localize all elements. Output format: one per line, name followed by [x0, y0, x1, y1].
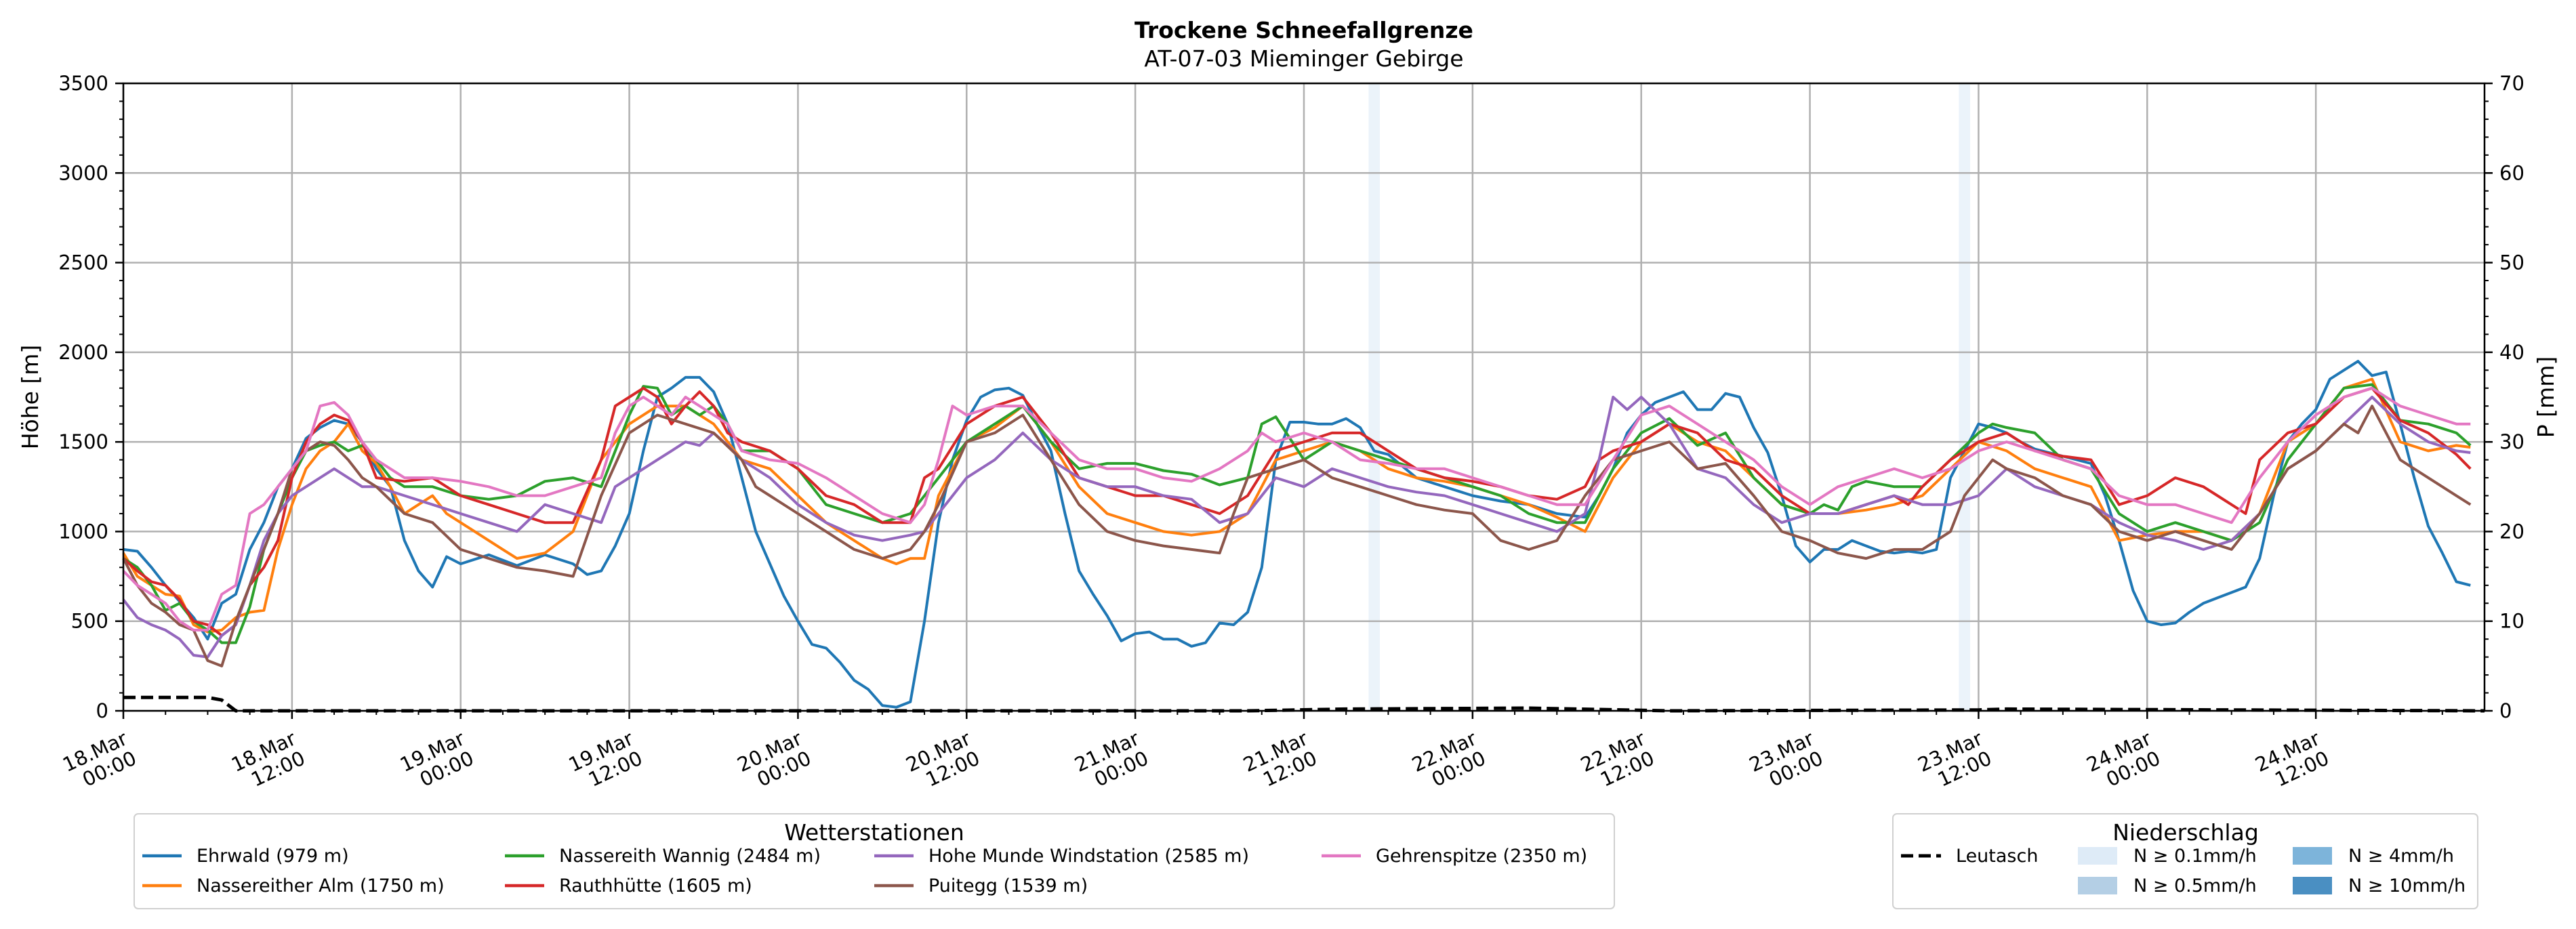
series-line-3 [122, 386, 2472, 637]
series-line-6 [122, 386, 2471, 632]
y-axis-right: 0 10 20 30 40 50 60 70 [2485, 72, 2524, 722]
y-tick-label: 500 [71, 610, 108, 633]
legend-item-precip: Leutasch [1901, 846, 2038, 867]
precipitation-legend: Niederschlag Leutasch N ≥ 0.1mm/h N ≥ 0.5m… [1892, 813, 2478, 909]
chart-subtitle: AT-07-03 Mieminger Gebirge [1144, 45, 1463, 72]
svg-text:N ≥ 10mm/h: N ≥ 10mm/h [2348, 875, 2466, 896]
series-line-1 [122, 377, 2471, 634]
y2-tick-label: 40 [2499, 341, 2524, 364]
y-tick-label: 3000 [58, 161, 108, 184]
y2-axis-label: P [mm] [2533, 356, 2559, 438]
y-tick-label: 0 [96, 699, 108, 722]
legend-precip-class-3: N ≥ 10mm/h [2293, 875, 2466, 896]
y-axis-left: 0 500 1000 1500 2000 2500 3000 3500 [58, 72, 123, 722]
legend-item-3: Rauthhütte (1605 m) [505, 875, 752, 896]
y-tick-label: 1500 [58, 430, 108, 453]
legend-precip-class-1: N ≥ 0.5mm/h [2078, 875, 2257, 896]
precip-series-line [123, 695, 2485, 713]
series-line-0 [123, 360, 2471, 709]
y2-tick-label: 30 [2499, 430, 2524, 453]
legend-precip-class-0: N ≥ 0.1mm/h [2078, 846, 2257, 867]
svg-text:Rauthhütte (1605 m): Rauthhütte (1605 m) [559, 875, 752, 896]
svg-text:Hohe Munde Windstation (2585 m: Hohe Munde Windstation (2585 m) [928, 846, 1249, 867]
stations-legend-title: Wetterstationen [784, 819, 964, 846]
svg-text:N ≥ 0.5mm/h: N ≥ 0.5mm/h [2133, 875, 2257, 896]
y2-tick-label: 50 [2499, 251, 2524, 274]
legend-item-5: Puitegg (1539 m) [874, 875, 1088, 896]
y-axis-label: Höhe [m] [17, 345, 43, 450]
y2-tick-label: 10 [2499, 610, 2524, 633]
precipitation-legend-title: Niederschlag [2112, 819, 2259, 846]
legend-item-4: Hohe Munde Windstation (2585 m) [874, 846, 1249, 867]
chart-title: Trockene Schneefallgrenze [1134, 17, 1473, 43]
legend-item-0: Ehrwald (979 m) [142, 846, 349, 867]
legend-item-6: Gehrenspitze (2350 m) [1322, 846, 1587, 867]
svg-text:Nassereith Wannig (2484 m): Nassereith Wannig (2484 m) [559, 846, 821, 867]
precipitation-line [123, 695, 2485, 713]
y2-tick-label: 60 [2499, 161, 2524, 184]
series-line-4 [122, 396, 2471, 659]
y-tick-label: 1000 [58, 520, 108, 543]
grid-lines [122, 82, 2485, 712]
y2-tick-label: 0 [2499, 699, 2512, 722]
svg-text:N ≥ 0.1mm/h: N ≥ 0.1mm/h [2133, 846, 2257, 867]
stations-legend: Wetterstationen Ehrwald (979 m) Nassereit… [134, 813, 1615, 909]
y2-tick-label: 70 [2499, 72, 2524, 95]
precip-band-0 [1368, 83, 1380, 711]
y-tick-label: 2500 [58, 251, 108, 274]
svg-text:Nassereither Alm (1750 m): Nassereither Alm (1750 m) [197, 875, 445, 896]
precip-band-1 [1959, 83, 1970, 711]
y2-tick-label: 20 [2499, 520, 2524, 543]
svg-text:Gehrenspitze (2350 m): Gehrenspitze (2350 m) [1376, 846, 1587, 867]
station-lines [122, 360, 2472, 709]
y-tick-label: 2000 [58, 341, 108, 364]
precipitation-bands [1368, 83, 1970, 711]
svg-text:Puitegg (1539 m): Puitegg (1539 m) [928, 875, 1088, 896]
svg-text:Leutasch: Leutasch [1956, 846, 2038, 867]
svg-text:Ehrwald (979 m): Ehrwald (979 m) [197, 846, 349, 867]
legend-precip-class-2: N ≥ 4mm/h [2293, 846, 2454, 867]
y-tick-label: 3500 [58, 72, 108, 95]
svg-text:N ≥ 4mm/h: N ≥ 4mm/h [2348, 846, 2454, 867]
series-line-5 [122, 405, 2472, 667]
legend-item-1: Nassereither Alm (1750 m) [142, 875, 445, 896]
legend-item-2: Nassereith Wannig (2484 m) [505, 846, 821, 867]
